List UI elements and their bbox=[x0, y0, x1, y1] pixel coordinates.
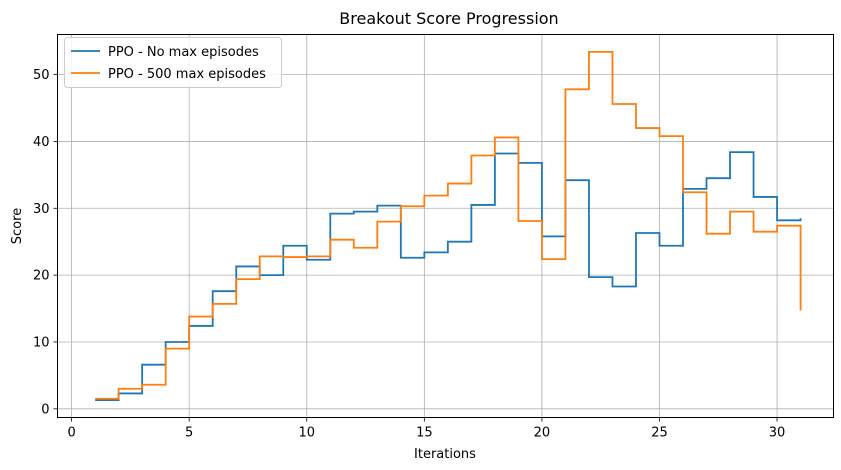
y-tick-label: 0 bbox=[41, 402, 49, 417]
series-layer bbox=[95, 50, 802, 402]
x-tick-label: 0 bbox=[67, 426, 75, 441]
x-tick-label: 20 bbox=[534, 426, 551, 441]
y-axis-label: Score bbox=[10, 208, 25, 244]
legend-label-no-max: PPO - No max episodes bbox=[108, 45, 259, 60]
legend-box bbox=[64, 37, 282, 88]
series-line-1 bbox=[95, 50, 802, 400]
x-tick-label: 15 bbox=[416, 426, 433, 441]
legend-label-500-max: PPO - 500 max episodes bbox=[108, 67, 266, 82]
grid-layer bbox=[57, 34, 834, 418]
y-tick-label: 30 bbox=[33, 202, 50, 217]
x-tick-label: 25 bbox=[651, 426, 668, 441]
x-axis-label: Iterations bbox=[414, 447, 476, 462]
plot-frame bbox=[57, 34, 834, 418]
chart-title: Breakout Score Progression bbox=[339, 9, 558, 28]
x-tick-label: 10 bbox=[298, 426, 315, 441]
tick-layer: 0 5 10 15 20 25 30 0 10 20 30 40 50 bbox=[33, 68, 785, 440]
y-tick-label: 40 bbox=[33, 135, 50, 150]
x-tick-label: 30 bbox=[769, 426, 786, 441]
x-tick-label: 5 bbox=[185, 426, 193, 441]
y-tick-label: 10 bbox=[33, 335, 50, 350]
y-tick-label: 50 bbox=[33, 68, 50, 83]
y-tick-label: 20 bbox=[33, 269, 50, 284]
legend: PPO - No max episodes PPO - 500 max epis… bbox=[64, 37, 282, 88]
